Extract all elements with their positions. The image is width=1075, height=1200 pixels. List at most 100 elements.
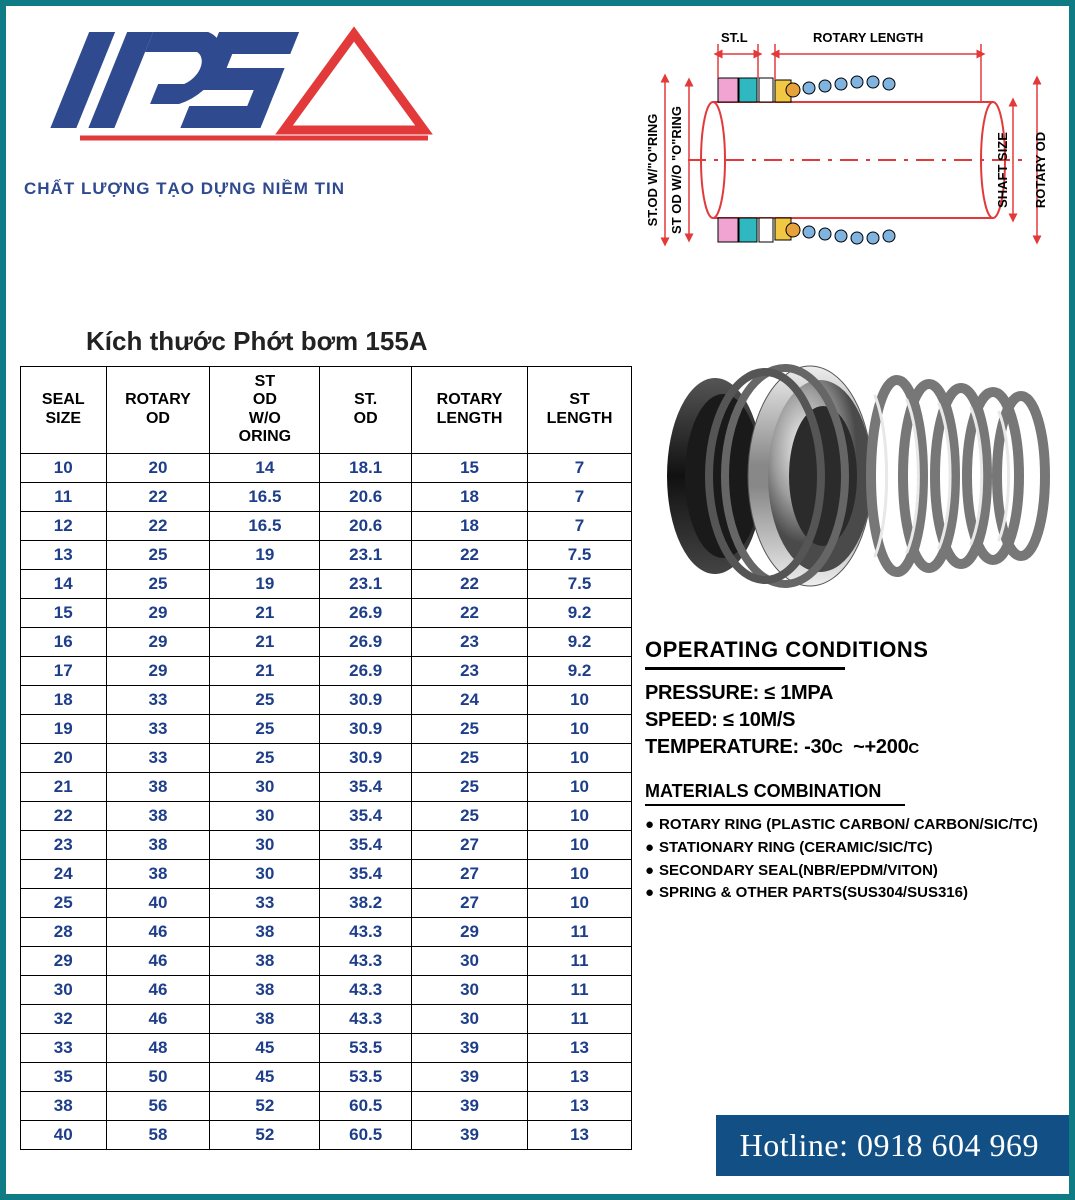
materials-list: ●ROTARY RING (PLASTIC CARBON/ CARBON/SIC… (645, 816, 1053, 903)
table-cell: 53.5 (320, 1062, 412, 1091)
table-row: 20332530.92510 (21, 743, 632, 772)
materials-item: ●SECONDARY SEAL(NBR/EPDM/VITON) (645, 862, 1053, 881)
table-cell: 9.2 (528, 598, 632, 627)
table-cell: 15 (21, 598, 107, 627)
table-cell: 39 (412, 1062, 528, 1091)
table-cell: 13 (528, 1091, 632, 1120)
table-row: 10201418.1157 (21, 453, 632, 482)
table-row: 22383035.42510 (21, 801, 632, 830)
table-cell: 43.3 (320, 975, 412, 1004)
table-cell: 60.5 (320, 1120, 412, 1149)
table-cell: 10 (21, 453, 107, 482)
table-cell: 30 (210, 801, 320, 830)
table-row: 38565260.53913 (21, 1091, 632, 1120)
table-cell: 19 (21, 714, 107, 743)
table-cell: 21 (210, 656, 320, 685)
table-cell: 10 (528, 888, 632, 917)
table-cell: 25 (210, 685, 320, 714)
table-cell: 13 (528, 1120, 632, 1149)
table-cell: 12 (21, 511, 107, 540)
table-cell: 30 (412, 975, 528, 1004)
table-cell: 30 (21, 975, 107, 1004)
table-cell: 27 (412, 830, 528, 859)
operating-pressure: PRESSURE: ≤ 1MPA (645, 682, 1053, 705)
table-cell: 7.5 (528, 569, 632, 598)
hotline-banner: Hotline: 0918 604 969 (716, 1115, 1069, 1176)
table-row: 28463843.32911 (21, 917, 632, 946)
table-cell: 32 (21, 1004, 107, 1033)
table-cell: 30.9 (320, 714, 412, 743)
table-cell: 43.3 (320, 1004, 412, 1033)
table-header: ST.OD (320, 367, 412, 454)
materials-item: ●STATIONARY RING (CERAMIC/SIC/TC) (645, 839, 1053, 858)
table-row: 122216.520.6187 (21, 511, 632, 540)
table-cell: 30 (210, 859, 320, 888)
table-cell: 45 (210, 1033, 320, 1062)
logo-svg (24, 20, 444, 170)
table-row: 17292126.9239.2 (21, 656, 632, 685)
table-cell: 50 (106, 1062, 210, 1091)
table-cell: 38 (210, 917, 320, 946)
table-cell: 27 (412, 859, 528, 888)
table-cell: 10 (528, 714, 632, 743)
table-cell: 53.5 (320, 1033, 412, 1062)
table-title: Kích thước Phớt bơm 155A (86, 326, 428, 357)
table-cell: 35.4 (320, 772, 412, 801)
materials-item: ●ROTARY RING (PLASTIC CARBON/ CARBON/SIC… (645, 816, 1053, 835)
diagram-label-stl: ST.L (721, 30, 748, 45)
diagram-label-stod1: ST.OD W/"O"RING (645, 114, 660, 227)
table-cell: 11 (528, 975, 632, 1004)
table-cell: 25 (412, 714, 528, 743)
table-cell: 45 (210, 1062, 320, 1091)
table-cell: 10 (528, 685, 632, 714)
table-cell: 30 (412, 1004, 528, 1033)
table-cell: 25 (210, 714, 320, 743)
table-cell: 46 (106, 917, 210, 946)
table-cell: 30.9 (320, 685, 412, 714)
table-header: STLENGTH (528, 367, 632, 454)
table-cell: 39 (412, 1120, 528, 1149)
table-cell: 38 (106, 772, 210, 801)
table-cell: 29 (106, 627, 210, 656)
operating-temperature: TEMPERATURE: -30C ~+200C (645, 736, 1053, 759)
table-cell: 40 (21, 1120, 107, 1149)
table-cell: 7 (528, 453, 632, 482)
table-cell: 29 (21, 946, 107, 975)
table-cell: 30 (210, 830, 320, 859)
table-cell: 48 (106, 1033, 210, 1062)
table-cell: 26.9 (320, 656, 412, 685)
table-cell: 19 (210, 569, 320, 598)
table-cell: 56 (106, 1091, 210, 1120)
table-row: 25403338.22710 (21, 888, 632, 917)
table-cell: 10 (528, 772, 632, 801)
table-row: 32463843.33011 (21, 1004, 632, 1033)
table-cell: 33 (21, 1033, 107, 1062)
table-cell: 38 (21, 1091, 107, 1120)
table-cell: 23 (412, 656, 528, 685)
table-row: 29463843.33011 (21, 946, 632, 975)
table-cell: 18 (21, 685, 107, 714)
table-row: 16292126.9239.2 (21, 627, 632, 656)
table-row: 14251923.1227.5 (21, 569, 632, 598)
table-cell: 20.6 (320, 511, 412, 540)
table-cell: 23 (21, 830, 107, 859)
table-cell: 39 (412, 1091, 528, 1120)
table-cell: 22 (412, 540, 528, 569)
table-cell: 22 (412, 598, 528, 627)
table-cell: 25 (106, 569, 210, 598)
table-cell: 22 (106, 511, 210, 540)
table-row: 13251923.1227.5 (21, 540, 632, 569)
spec-table: SEALSIZEROTARYODSTODW/OORINGST.ODROTARYL… (20, 366, 632, 1150)
table-cell: 38 (210, 1004, 320, 1033)
diagram-label-stod2: ST OD W/O "O"RING (669, 106, 684, 234)
table-cell: 20 (21, 743, 107, 772)
table-cell: 7 (528, 482, 632, 511)
table-row: 40585260.53913 (21, 1120, 632, 1149)
table-row: 15292126.9229.2 (21, 598, 632, 627)
table-cell: 29 (412, 917, 528, 946)
table-cell: 9.2 (528, 656, 632, 685)
table-cell: 21 (21, 772, 107, 801)
table-cell: 23.1 (320, 540, 412, 569)
hotline-label: Hotline: (740, 1127, 849, 1163)
table-cell: 17 (21, 656, 107, 685)
